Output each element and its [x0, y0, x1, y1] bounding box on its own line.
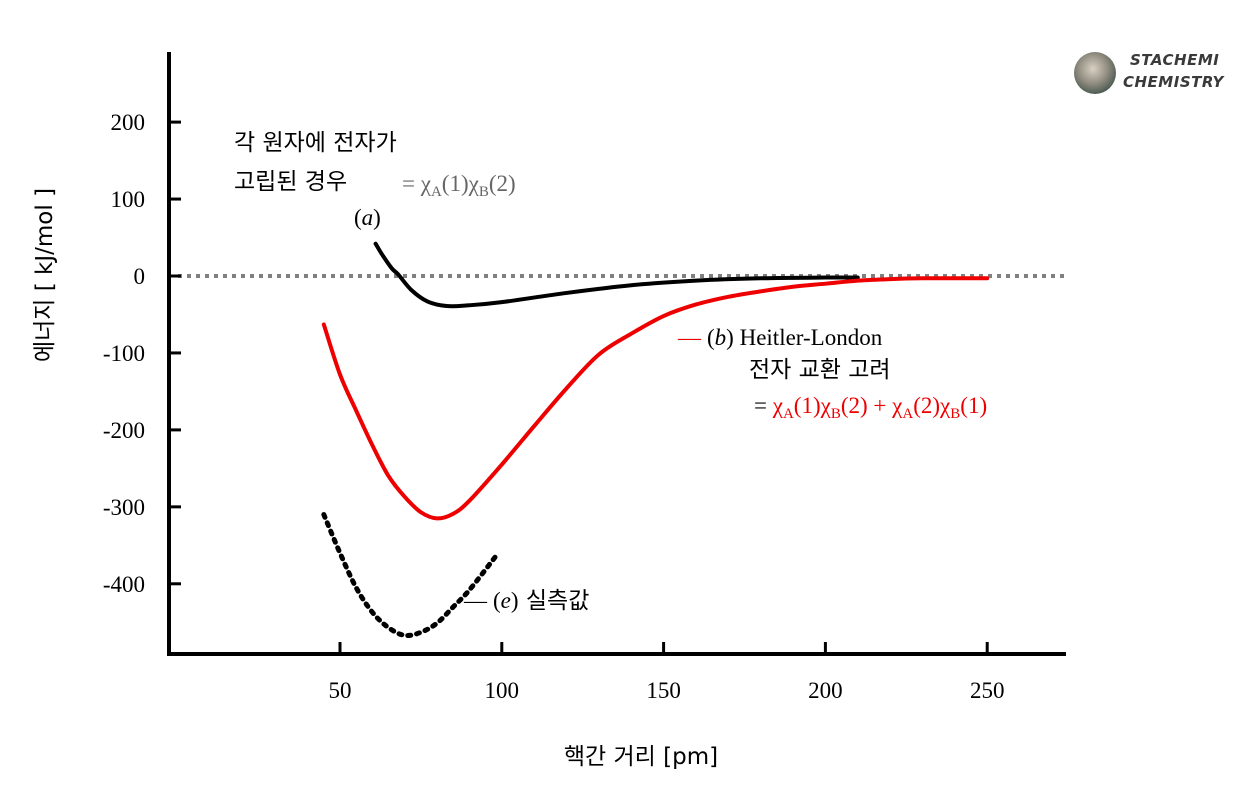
b-eq-sub3: A	[902, 406, 913, 422]
y-tick-label: 100	[111, 187, 146, 212]
a-label-var: a	[362, 205, 374, 230]
b-eq-chi1: χ	[772, 393, 784, 418]
b-label-var: b	[715, 325, 727, 350]
x-tick-label: 50	[329, 678, 352, 703]
y-tick-label: -400	[103, 572, 145, 597]
series-line-e	[321, 512, 498, 639]
b-eq-arg2: (2) +	[841, 393, 892, 418]
b-eq-sub4: B	[950, 406, 960, 422]
a-eq-chi1: χ	[420, 171, 432, 196]
a-label-open: (	[354, 205, 362, 230]
b-label-close: )	[726, 325, 734, 350]
y-tick-label: -200	[103, 418, 145, 443]
y-axis-title: 에너지 [ kJ/mol ]	[32, 188, 58, 362]
a-label-close: )	[373, 205, 381, 230]
annotation-e: — (e) 실측값	[463, 588, 589, 614]
a-eq-arg1: (1)	[442, 171, 469, 196]
annotation-b-equation: = χA(1)χB(2) + χA(2)χB(1)	[754, 393, 987, 422]
y-tick-label: -300	[103, 495, 145, 520]
e-label-close: )	[511, 588, 519, 613]
annotation-a-equation: = χA(1)χB(2)	[402, 171, 516, 200]
b-eq-chi3: χ	[891, 393, 903, 418]
b-dash: —	[677, 325, 702, 350]
b-eq-prefix: =	[754, 393, 773, 418]
logo-badge-icon	[1074, 52, 1116, 94]
a-eq-sub1: A	[431, 184, 442, 200]
b-name: Heitler-London	[734, 325, 883, 350]
y-tick-label: -100	[103, 341, 145, 366]
b-eq-chi4: χ	[939, 393, 951, 418]
a-eq-arg2: (2)	[489, 171, 516, 196]
logo-text-line1: STACHEMI	[1130, 51, 1220, 69]
stachemi-logo: STACHEMI CHEMISTRY	[1074, 50, 1244, 96]
b-eq-sub2: B	[831, 406, 841, 422]
series-line-b	[321, 276, 990, 521]
b-eq-arg3: (2)	[913, 393, 940, 418]
a-eq-chi2: χ	[468, 171, 480, 196]
annotation-a-line1: 각 원자에 전자가	[234, 130, 397, 156]
axes: 200 100 0 -100 -200 -300 -400 50 100 150 200 250	[103, 52, 1066, 703]
x-tick-label: 250	[970, 678, 1005, 703]
b-eq-sub1: A	[783, 406, 794, 422]
b-label-open: (	[707, 325, 715, 350]
a-eq-prefix: =	[402, 171, 421, 196]
a-eq-sub2: B	[479, 184, 489, 200]
e-dash: —	[463, 588, 488, 613]
x-tick-label: 200	[808, 678, 843, 703]
annotation-b-line2: 전자 교환 고려	[749, 357, 891, 383]
b-eq-chi2: χ	[820, 393, 832, 418]
annotation-b-line1: — (b) Heitler-London	[677, 325, 883, 350]
b-eq-arg4: (1)	[960, 393, 987, 418]
annotation-a-label: (a)	[354, 205, 381, 230]
y-tick-label: 200	[111, 110, 146, 135]
series-line-a	[373, 241, 860, 309]
b-eq-arg1: (1)	[794, 393, 821, 418]
e-label-open: (	[493, 588, 501, 613]
x-axis-title: 핵간 거리 [pm]	[564, 744, 718, 770]
e-label-var: e	[501, 588, 511, 613]
x-tick-label: 100	[485, 678, 520, 703]
x-tick-label: 150	[646, 678, 681, 703]
logo-text-line2: CHEMISTRY	[1123, 73, 1224, 91]
annotation-a-line2: 고립된 경우	[234, 169, 347, 195]
series-group	[321, 241, 990, 639]
y-tick-label: 0	[134, 264, 146, 289]
e-text: 실측값	[519, 588, 590, 614]
